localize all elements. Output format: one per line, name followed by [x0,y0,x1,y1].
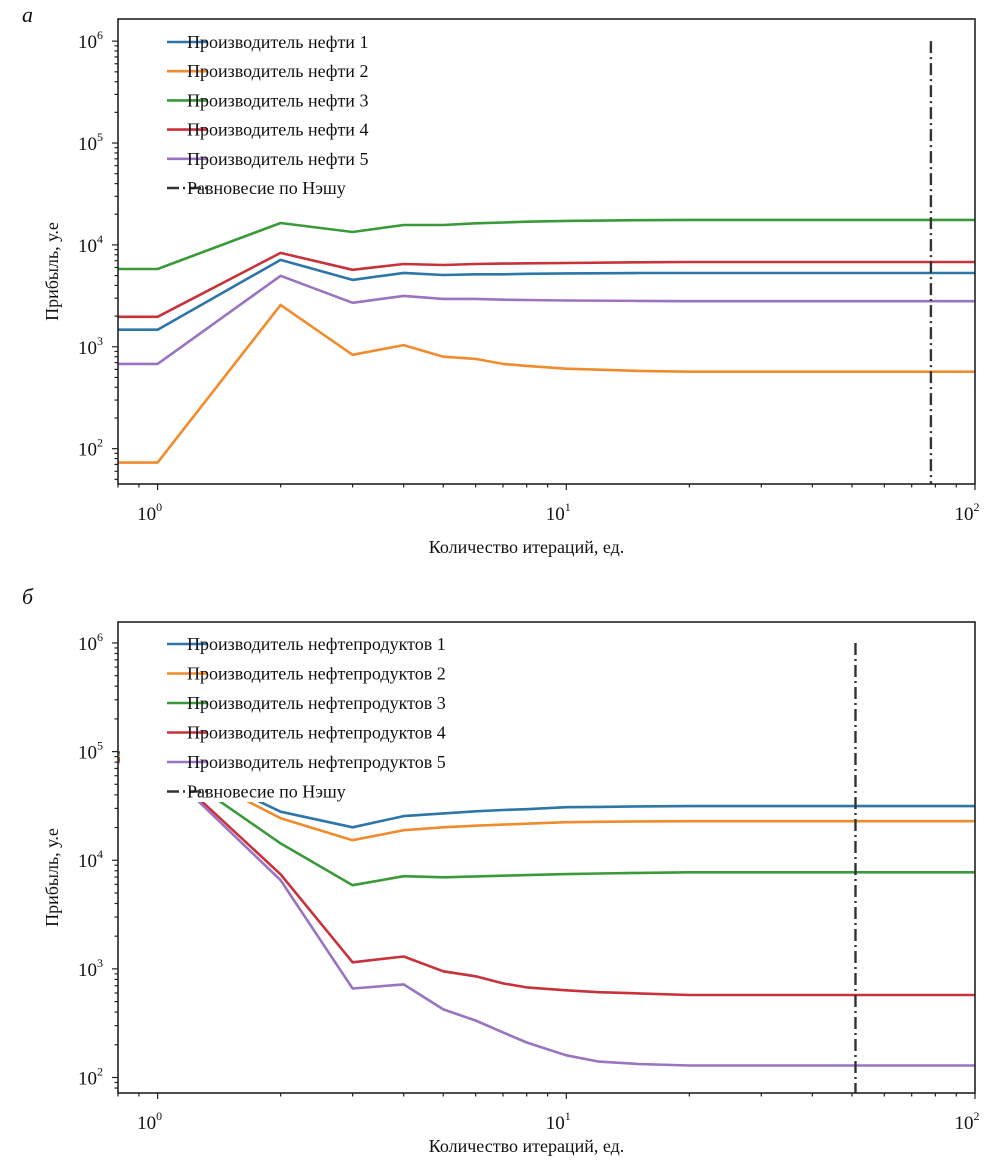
tick-base: 10 [78,32,97,53]
legend-background [120,624,520,802]
tick-exponent: 6 [97,28,103,42]
y-axis-title: Прибыль, у.е [42,828,62,927]
legend-label-3: Производитель нефти 3 [187,90,368,110]
tick-base: 10 [955,1113,974,1134]
axes-frame [117,18,976,485]
series-line-2 [118,753,975,842]
y-tick-label: 103 [78,334,103,359]
tick-base: 10 [78,851,97,872]
tick-base: 10 [78,634,97,655]
panel-letter: б [22,584,34,609]
x-tick-label: 101 [546,1109,571,1134]
tick-base: 10 [78,743,97,764]
tick-exponent: 4 [97,232,103,246]
tick-exponent: 2 [974,1109,980,1123]
y-tick-label: 106 [78,630,103,655]
tick-exponent: 1 [565,500,571,514]
legend-label-3: Производитель нефтепродуктов 3 [187,693,446,713]
x-tick-label: 100 [137,500,162,525]
tick-exponent: 6 [97,630,103,644]
legend: Производитель нефтепродуктов 1 Производит… [120,624,520,802]
tick-base: 10 [78,236,97,257]
tick-exponent: 2 [974,500,980,514]
tick-base: 10 [546,504,565,525]
tick-exponent: 0 [156,1109,162,1123]
y-tick-label: 106 [78,28,103,53]
legend-label-6: Равновесие по Нэшу [187,782,346,802]
legend-label-2: Производитель нефтепродуктов 2 [187,664,446,684]
y-tick-label: 104 [78,847,103,872]
legend: Производитель нефти 1 Производитель нефти… [120,21,420,211]
x-tick-label: 100 [137,1109,162,1134]
axes-frame [117,621,976,1094]
legend-label-4: Производитель нефти 4 [187,120,368,140]
series-line-4 [118,251,975,319]
series-line-4 [118,759,975,997]
tick-base: 10 [78,134,97,155]
tick-exponent: 4 [97,847,103,861]
legend-label-6: Равновесие по Нэшу [187,178,346,198]
tick-exponent: 5 [97,739,103,753]
tick-exponent: 1 [565,1109,571,1123]
series-line-3 [118,756,975,887]
panel-letter: a [22,2,33,27]
plot-area [118,642,975,1093]
x-tick-label: 102 [955,500,980,525]
legend-background [120,21,420,211]
tick-exponent: 3 [97,334,103,348]
y-tick-label: 105 [78,130,103,155]
plot-area [118,41,975,484]
legend-label-1: Производитель нефтепродуктов 1 [187,634,446,654]
tick-exponent: 2 [97,436,103,450]
tick-exponent: 0 [156,500,162,514]
tick-base: 10 [546,1113,565,1134]
legend-label-5: Производитель нефти 5 [187,149,368,169]
tick-exponent: 5 [97,130,103,144]
tick-exponent: 3 [97,956,103,970]
y-tick-label: 102 [78,1065,103,1090]
x-axis-title: Количество итераций, ед. [429,537,625,557]
tick-base: 10 [137,1113,156,1134]
series-line-2 [118,303,975,464]
series-line-5 [118,760,975,1067]
tick-base: 10 [78,1069,97,1090]
x-tick-label: 102 [955,1109,980,1134]
y-tick-label: 102 [78,436,103,461]
tick-base: 10 [137,504,156,525]
tick-base: 10 [78,440,97,461]
legend-label-1: Производитель нефти 1 [187,32,368,52]
legend-label-5: Производитель нефтепродуктов 5 [187,752,446,772]
y-tick-label: 105 [78,739,103,764]
y-tick-label: 104 [78,232,103,257]
tick-base: 10 [78,338,97,359]
series-line-1 [118,751,975,829]
tick-base: 10 [955,504,974,525]
y-tick-label: 103 [78,956,103,981]
tick-base: 10 [78,960,97,981]
legend-label-4: Производитель нефтепродуктов 4 [187,723,446,743]
series-line-5 [118,274,975,366]
x-axis-title: Количество итераций, ед. [429,1136,625,1156]
x-tick-label: 101 [546,500,571,525]
legend-label-2: Производитель нефти 2 [187,61,368,81]
tick-exponent: 2 [97,1065,103,1079]
y-axis-title: Прибыль, у.е [42,222,62,321]
